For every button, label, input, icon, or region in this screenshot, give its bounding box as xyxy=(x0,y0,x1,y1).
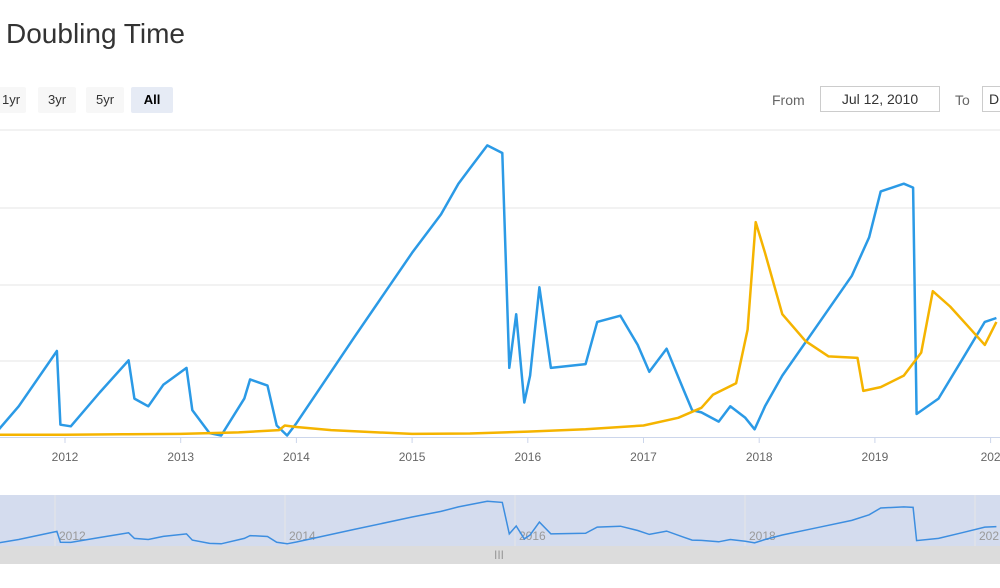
navigator-selected-range[interactable] xyxy=(0,495,1000,546)
range-button-3yr[interactable]: 3yr xyxy=(38,87,76,113)
series-line-0 xyxy=(0,144,997,437)
navigator-tick-label: 2016 xyxy=(519,529,546,543)
to-date-input[interactable]: D xyxy=(982,86,1000,112)
x-tick-label: 2013 xyxy=(167,450,194,464)
x-axis: 2012 2013 2014 2015 2016 2017 2018 2019 202 xyxy=(52,437,1000,464)
to-label: To xyxy=(955,92,970,108)
chart-series-layer xyxy=(0,144,998,437)
range-button-all[interactable]: All xyxy=(131,87,173,113)
from-label: From xyxy=(772,92,805,108)
navigator-tick-label: 2018 xyxy=(749,529,776,543)
x-tick-label: 2012 xyxy=(52,450,79,464)
navigator-tick-label: 202 xyxy=(979,529,999,543)
navigator-series-line xyxy=(0,500,997,545)
chart-grid xyxy=(0,129,1000,438)
navigator-tick-label: 2012 xyxy=(59,529,86,543)
navigator-scrollbar-handle[interactable]: III xyxy=(494,548,504,562)
navigator-scrollbar[interactable] xyxy=(0,546,1000,564)
x-tick-label: 2016 xyxy=(514,450,541,464)
from-date-input[interactable]: Jul 12, 2010 xyxy=(820,86,940,112)
x-tick-label: 2015 xyxy=(399,450,426,464)
range-button-1yr[interactable]: 1yr xyxy=(0,87,26,113)
chart-title: Doubling Time xyxy=(6,18,185,49)
series-line-1 xyxy=(0,220,998,436)
range-button-5yr[interactable]: 5yr xyxy=(86,87,124,113)
x-tick-label: 2017 xyxy=(630,450,657,464)
x-tick-label: 202 xyxy=(981,450,1000,464)
x-tick-label: 2018 xyxy=(746,450,773,464)
x-tick-label: 2019 xyxy=(862,450,889,464)
x-tick-label: 2014 xyxy=(283,450,310,464)
